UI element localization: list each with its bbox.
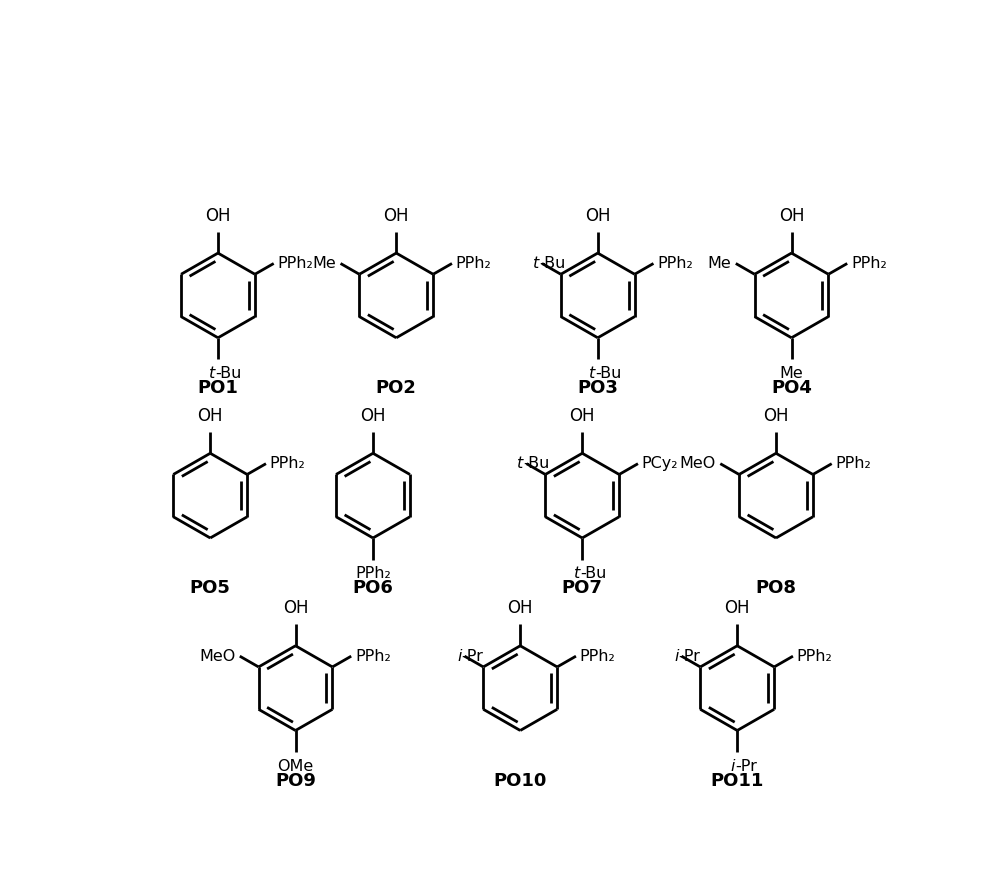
Text: MeO: MeO <box>199 649 235 664</box>
Text: PO10: PO10 <box>494 772 547 789</box>
Text: OH: OH <box>585 207 610 225</box>
Text: OH: OH <box>205 207 231 225</box>
Text: PPh₂: PPh₂ <box>355 567 391 581</box>
Text: PO11: PO11 <box>711 772 764 789</box>
Text: t: t <box>589 367 595 381</box>
Text: t: t <box>517 456 523 471</box>
Text: PPh₂: PPh₂ <box>355 649 391 664</box>
Text: OH: OH <box>198 407 223 424</box>
Text: PO4: PO4 <box>771 379 812 396</box>
Text: OH: OH <box>570 407 595 424</box>
Text: PPh₂: PPh₂ <box>278 256 313 271</box>
Text: -Bu: -Bu <box>580 567 606 581</box>
Text: PO2: PO2 <box>376 379 417 396</box>
Text: PO5: PO5 <box>190 579 231 597</box>
Text: PPh₂: PPh₂ <box>456 256 492 271</box>
Text: PPh₂: PPh₂ <box>270 456 306 471</box>
Text: OH: OH <box>779 207 804 225</box>
Text: PO8: PO8 <box>756 579 796 597</box>
Text: MeO: MeO <box>679 456 716 471</box>
Text: PPh₂: PPh₂ <box>797 649 833 664</box>
Text: PO1: PO1 <box>198 379 238 396</box>
Text: t: t <box>574 567 580 581</box>
Text: Me: Me <box>707 256 731 271</box>
Text: OMe: OMe <box>277 759 314 774</box>
Text: PCy₂: PCy₂ <box>642 456 678 471</box>
Text: -Pr: -Pr <box>678 649 700 664</box>
Text: PPh₂: PPh₂ <box>836 456 871 471</box>
Text: PO9: PO9 <box>275 772 316 789</box>
Text: t: t <box>533 256 539 271</box>
Text: PPh₂: PPh₂ <box>580 649 616 664</box>
Text: Me: Me <box>780 367 803 381</box>
Text: i: i <box>457 649 461 664</box>
Text: -Bu: -Bu <box>523 456 550 471</box>
Text: Me: Me <box>312 256 336 271</box>
Text: t: t <box>209 367 216 381</box>
Text: -Bu: -Bu <box>216 367 242 381</box>
Text: -Pr: -Pr <box>735 759 757 774</box>
Text: OH: OH <box>763 407 789 424</box>
Text: i: i <box>674 649 678 664</box>
Text: PPh₂: PPh₂ <box>851 256 887 271</box>
Text: -Bu: -Bu <box>595 367 622 381</box>
Text: PO3: PO3 <box>577 379 618 396</box>
Text: OH: OH <box>283 599 308 617</box>
Text: PO7: PO7 <box>562 579 603 597</box>
Text: OH: OH <box>508 599 533 617</box>
Text: OH: OH <box>384 207 409 225</box>
Text: i: i <box>730 759 735 774</box>
Text: -Bu: -Bu <box>539 256 565 271</box>
Text: PO6: PO6 <box>353 579 393 597</box>
Text: OH: OH <box>724 599 750 617</box>
Text: OH: OH <box>360 407 386 424</box>
Text: PPh₂: PPh₂ <box>657 256 693 271</box>
Text: -Pr: -Pr <box>461 649 483 664</box>
